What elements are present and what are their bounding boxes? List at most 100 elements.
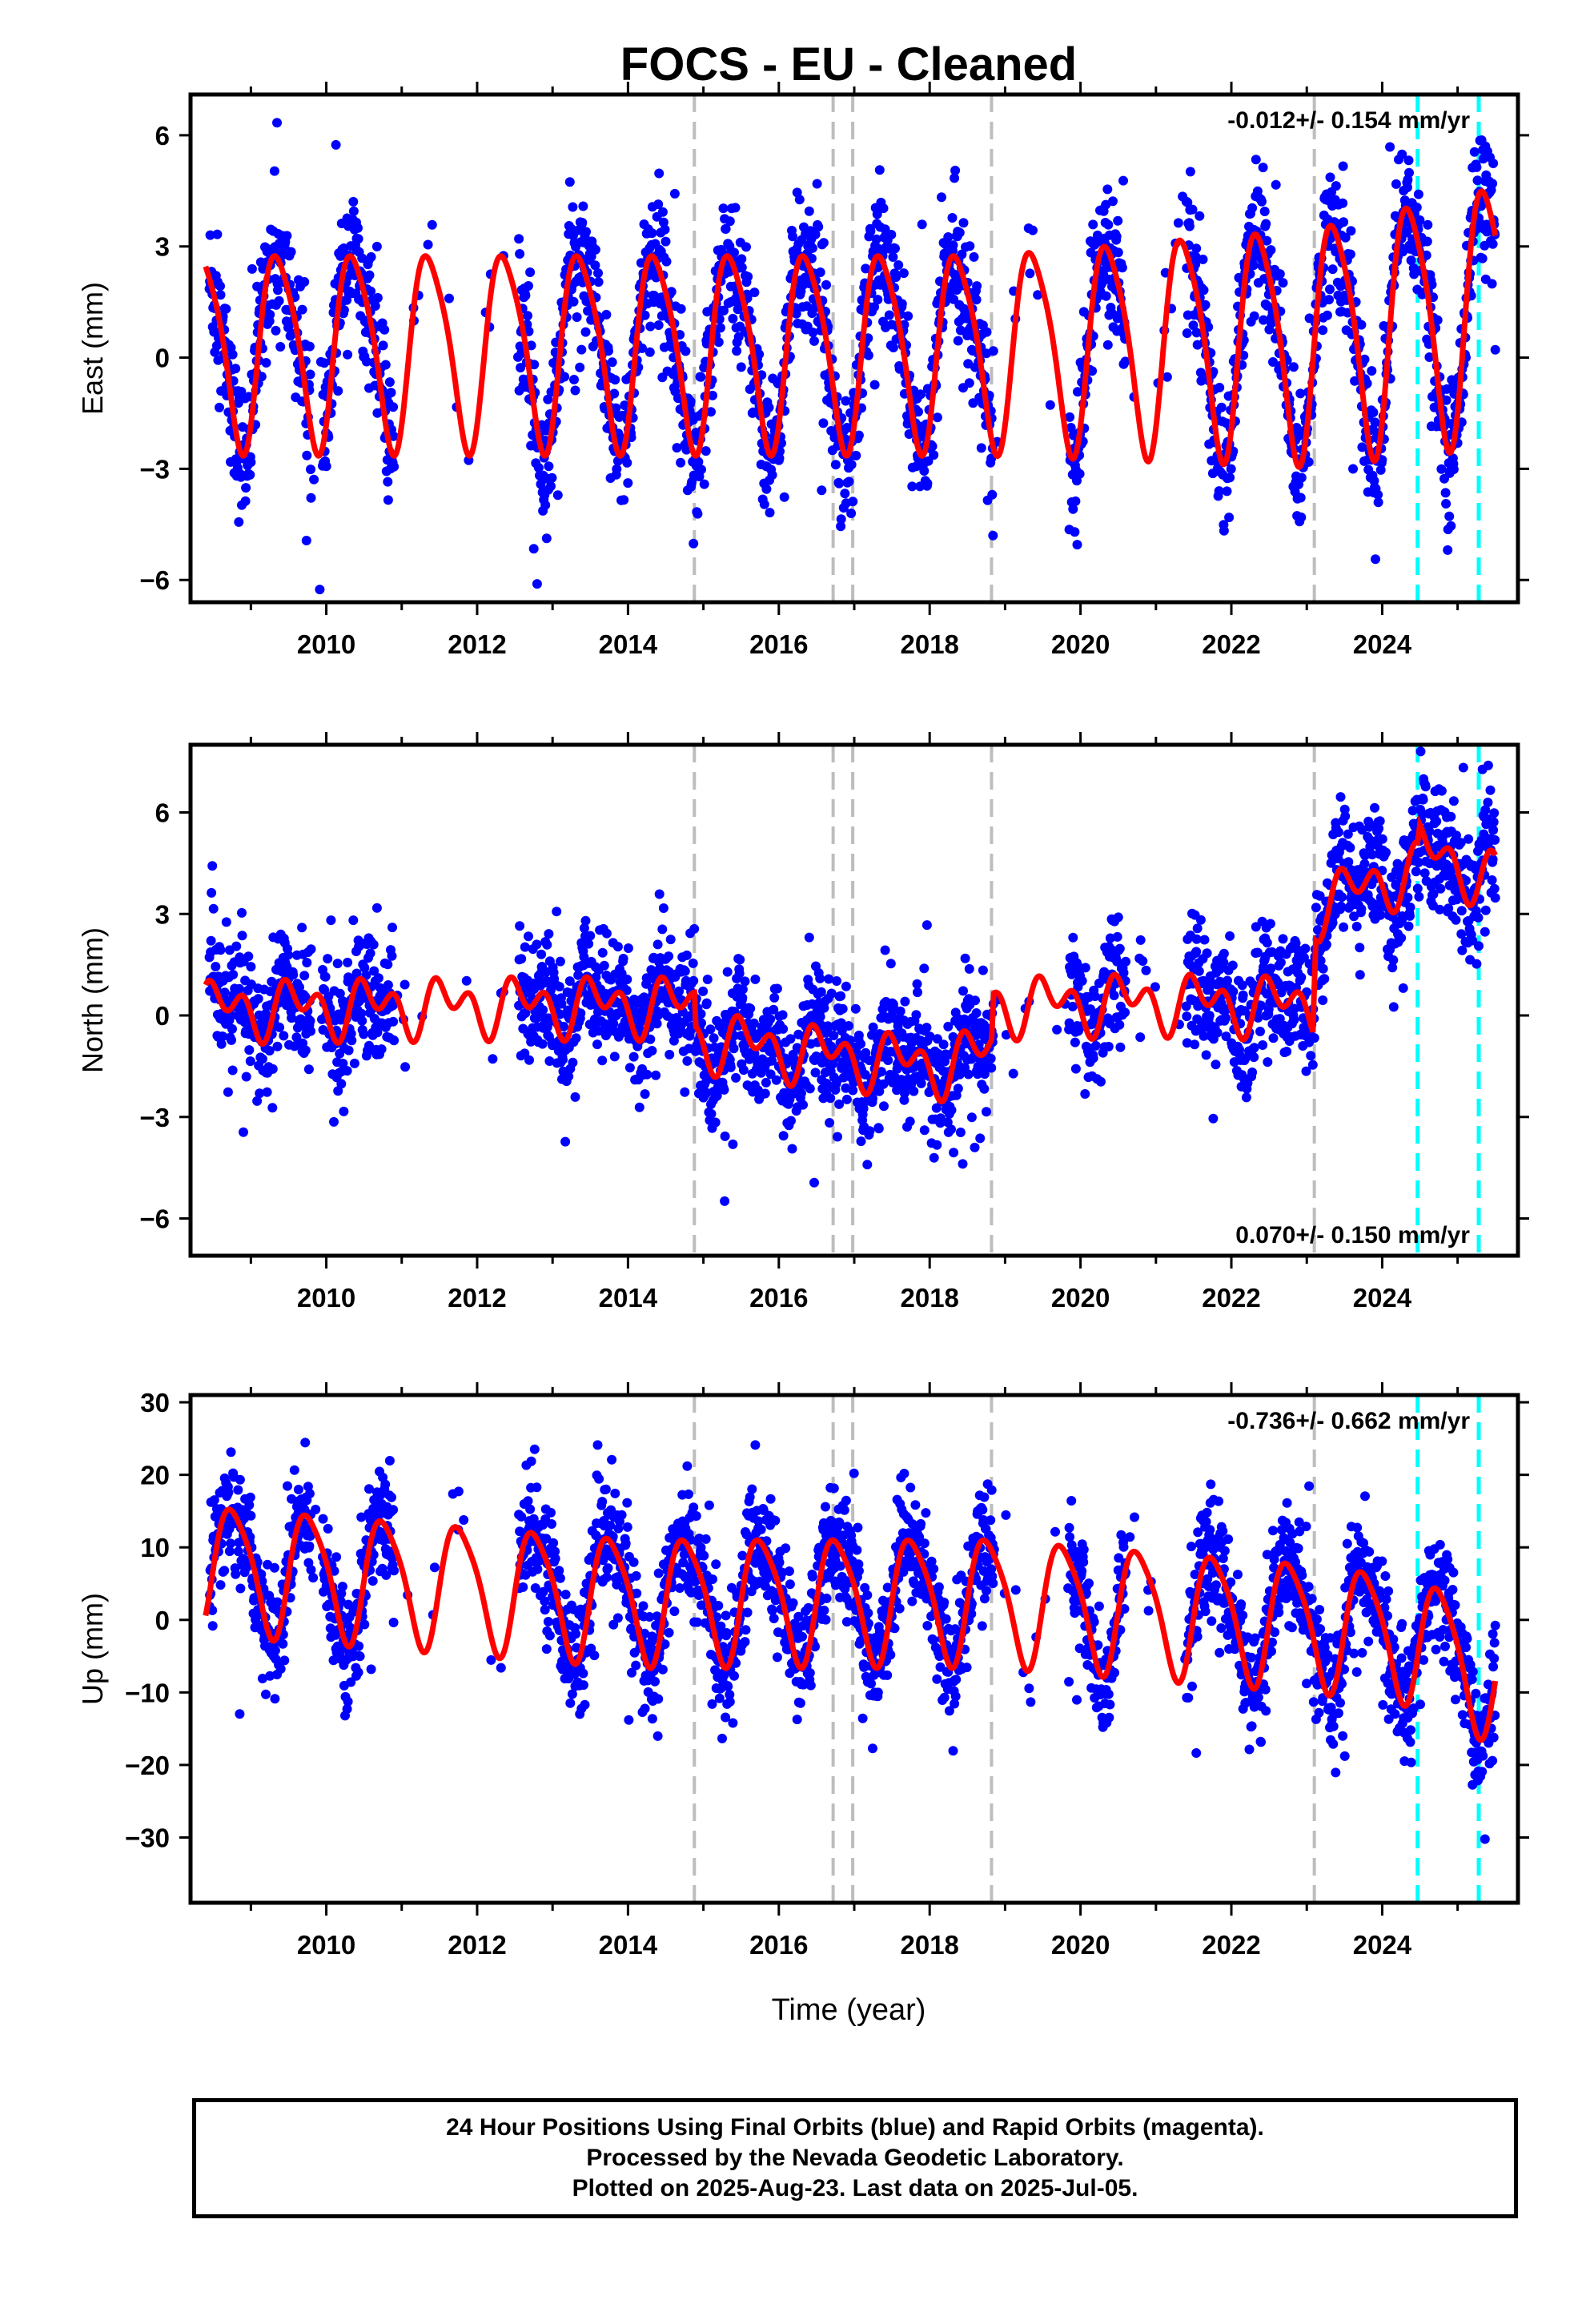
- data-point: [591, 972, 601, 983]
- data-point: [1138, 956, 1148, 966]
- data-point: [544, 461, 554, 472]
- data-point: [624, 1063, 635, 1073]
- y-tick-label: −3: [139, 454, 170, 484]
- data-point: [1448, 464, 1459, 474]
- data-point: [1191, 243, 1202, 254]
- data-point: [546, 481, 556, 492]
- data-point: [212, 229, 223, 239]
- data-point: [332, 959, 343, 969]
- data-point: [856, 1136, 866, 1147]
- data-point: [957, 249, 967, 259]
- data-point: [1422, 236, 1432, 247]
- data-point: [387, 923, 397, 933]
- data-point: [890, 243, 900, 254]
- data-point: [680, 966, 690, 976]
- data-point: [366, 251, 376, 262]
- data-point: [594, 1026, 604, 1036]
- data-point: [564, 177, 575, 187]
- data-point: [804, 932, 814, 943]
- data-point: [295, 1014, 306, 1024]
- data-point: [244, 1045, 255, 1055]
- data-point: [749, 1018, 759, 1028]
- data-point: [383, 959, 393, 970]
- data-point: [732, 346, 742, 356]
- data-point: [848, 497, 858, 507]
- data-point: [953, 336, 963, 346]
- data-point: [1265, 919, 1275, 929]
- data-point: [817, 485, 827, 496]
- data-point: [654, 889, 665, 899]
- data-point: [1371, 554, 1380, 565]
- data-point: [834, 1099, 845, 1109]
- data-point: [231, 364, 241, 374]
- data-point: [326, 915, 336, 926]
- data-point: [1262, 938, 1272, 948]
- data-point: [899, 1095, 909, 1105]
- data-point: [841, 981, 851, 991]
- data-point: [208, 903, 219, 914]
- data-point: [221, 917, 231, 927]
- data-point: [520, 291, 531, 300]
- data-point: [444, 293, 454, 304]
- data-point: [371, 903, 382, 913]
- data-point: [592, 1039, 602, 1050]
- data-point: [754, 349, 765, 360]
- data-point: [718, 203, 729, 214]
- data-point: [514, 234, 524, 244]
- data-point: [1113, 215, 1123, 226]
- data-point: [1216, 402, 1227, 412]
- data-point: [1436, 786, 1447, 796]
- data-point: [1088, 1053, 1098, 1063]
- data-point: [207, 861, 218, 871]
- data-point: [1113, 247, 1123, 258]
- data-point: [272, 1041, 283, 1051]
- data-point: [571, 1033, 581, 1043]
- data-point: [719, 305, 729, 316]
- data-point: [320, 971, 331, 982]
- model-fit-line: [203, 188, 1499, 470]
- data-point: [1188, 320, 1199, 331]
- data-point: [735, 955, 745, 965]
- data-point: [778, 1023, 789, 1034]
- data-point: [1072, 540, 1082, 550]
- data-point: [1259, 207, 1270, 216]
- data-point: [1405, 911, 1415, 921]
- data-point: [323, 954, 333, 964]
- data-point: [1456, 906, 1467, 916]
- data-point: [597, 947, 608, 958]
- data-point: [701, 998, 712, 1008]
- data-point: [1440, 488, 1451, 498]
- data-point: [658, 903, 669, 913]
- data-point: [804, 206, 814, 216]
- data-point: [1070, 1063, 1081, 1074]
- data-point: [794, 195, 805, 205]
- data-point: [811, 1051, 821, 1061]
- data-point: [1086, 247, 1096, 258]
- data-point: [1090, 1040, 1101, 1051]
- data-point: [1080, 1089, 1090, 1099]
- data-point: [1102, 340, 1113, 350]
- data-point: [769, 1004, 779, 1015]
- data-point: [949, 1148, 959, 1158]
- data-point: [1490, 344, 1500, 355]
- data-point: [1223, 691, 1233, 701]
- data-point: [640, 1089, 650, 1100]
- data-point: [227, 1065, 238, 1076]
- data-point: [1275, 269, 1285, 279]
- data-point: [1111, 231, 1122, 242]
- data-point: [1109, 991, 1119, 1000]
- data-point: [1474, 941, 1484, 951]
- data-point: [874, 165, 885, 175]
- data-point: [386, 388, 396, 398]
- data-point: [1441, 395, 1452, 405]
- data-point: [946, 1124, 956, 1135]
- data-point: [1488, 159, 1499, 168]
- data-point: [1226, 464, 1236, 474]
- data-point: [1241, 1092, 1251, 1103]
- data-point: [223, 1087, 233, 1097]
- data-point: [1356, 904, 1367, 915]
- data-point: [579, 952, 589, 962]
- y-tick-label: −6: [139, 565, 170, 595]
- data-point: [1375, 910, 1386, 920]
- data-point: [364, 270, 375, 280]
